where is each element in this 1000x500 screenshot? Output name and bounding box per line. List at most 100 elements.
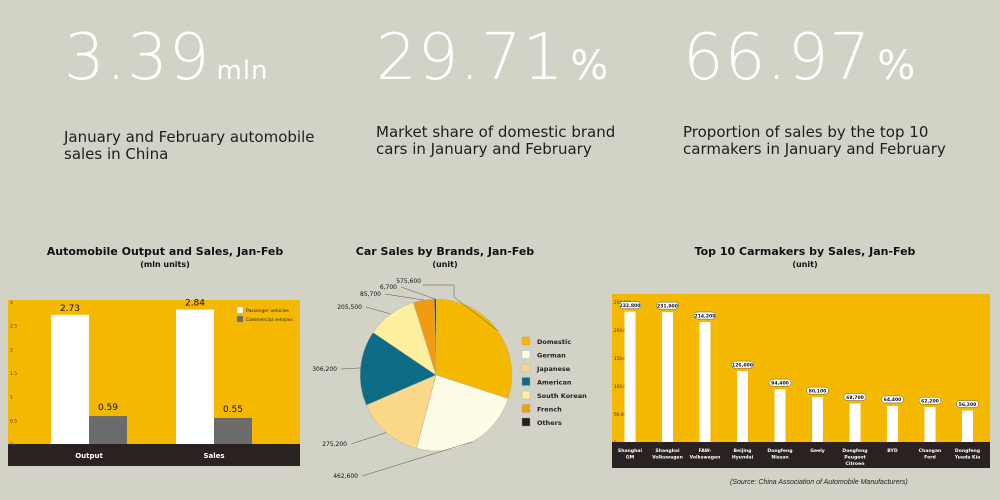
source-note: (Source: China Association of Automobile… (730, 479, 908, 486)
chart3-data-label: 94,400 (771, 380, 789, 386)
chart3-data-label-pill (618, 301, 642, 309)
chart2-leader-line (350, 432, 387, 445)
chart2-legend-swatch (521, 417, 531, 427)
chart2-slice-label: 575,600 (396, 278, 421, 285)
chart2-title-text: Car Sales by Brands, Jan-Feb (355, 245, 535, 258)
chart3-data-label: 56,200 (959, 402, 977, 408)
chart3-bar (887, 405, 898, 442)
chart3-category-label: FAW- (699, 448, 712, 454)
chart1-ytick-label: 1.5 (10, 371, 17, 377)
chart3-ytick-label: 50,000 (614, 412, 629, 417)
chart2-legend-label: South Korean (537, 392, 587, 400)
chart3-data-label: 231,900 (657, 303, 678, 309)
chart3-data-label-pill (731, 360, 754, 369)
chart1-legend-swatch (236, 315, 244, 323)
chart3-ytick-label: 200,000 (614, 328, 632, 333)
stat-top10-share-unit: % (877, 43, 917, 89)
chart3-data-label-pill (918, 396, 942, 405)
chart3-category-label: Volkswagen (690, 455, 721, 461)
chart1-ytick-label: 0 (10, 442, 13, 448)
chart3-bar (774, 389, 786, 442)
chart1-ytick-label: 0.5 (10, 418, 17, 424)
chart1-title-text: Automobile Output and Sales, Jan-Feb (46, 245, 284, 258)
chart2-subtitle: (unit) (432, 260, 458, 269)
chart3-category-label: Shanghai (618, 448, 643, 454)
chart1-axis-band (8, 444, 300, 466)
stat-domestic-share-desc: Market share of domestic brand cars in J… (376, 123, 616, 158)
chart3-title: Top 10 Carmakers by Sales, Jan-Feb (unit… (660, 245, 950, 271)
stat-domestic-share-unit: % (570, 43, 610, 89)
chart3-bar (924, 407, 936, 442)
chart2-leader-line (340, 367, 361, 370)
chart3-category-label: Geely (810, 448, 825, 454)
stat-domestic-share: 29.71% Market share of domestic brand ca… (376, 22, 646, 158)
chart1-legend-label: Passenger vehicles (246, 308, 290, 314)
chart2-leader-line (384, 293, 424, 301)
chart3-data-label: 62,200 (921, 398, 939, 404)
chart3-data-label-pill (693, 311, 717, 320)
chart2-legend-label: Domestic (537, 338, 571, 346)
chart3-data-label-pill (956, 400, 979, 408)
chart2-slice-label: 6,700 (380, 284, 397, 291)
chart3-data-label: 68,700 (846, 395, 864, 401)
chart2-title: Car Sales by Brands, Jan-Feb (unit) (330, 245, 560, 271)
chart3-bar (737, 371, 748, 442)
chart1-category-label: Sales (203, 452, 224, 460)
chart2-legend-swatch (521, 390, 531, 400)
stat-top10-share-desc: Proportion of sales by the top 10 carmak… (683, 123, 946, 158)
chart3-category-label: Peugeot (844, 455, 866, 461)
chart2-legend-swatch (521, 377, 531, 386)
chart3-category-label: Shanghai (655, 448, 680, 454)
chart3-subtitle: (unit) (792, 260, 818, 269)
chart3-category-label: Volkswagen (652, 455, 683, 461)
chart1-bar (51, 314, 89, 444)
chart1-ytick-label: 1 (10, 395, 13, 401)
chart2-legend-label: German (537, 352, 566, 360)
chart1-ytick-label: 3 (10, 300, 13, 306)
chart3-bar (962, 410, 973, 442)
chart2-legend-swatch (521, 350, 531, 359)
chart3-data-label-pill (806, 386, 829, 395)
chart3-category-label: Changan (919, 448, 942, 454)
chart1-data-label: 2.84 (185, 299, 205, 309)
chart1-data-label: 0.59 (98, 403, 118, 413)
chart2-slice-label: 306,200 (312, 366, 337, 373)
chart3-category-label: Dongfeng (842, 448, 867, 454)
chart3-title-text: Top 10 Carmakers by Sales, Jan-Feb (694, 245, 916, 258)
chart3-ytick-label: 0 (614, 440, 617, 445)
chart2-leader-line (361, 441, 473, 477)
chart1-bar (214, 417, 252, 444)
chart2-slice-label: 275,200 (322, 441, 347, 448)
stat-top10-share-value: 66.97 (683, 21, 872, 95)
chart1-bar (176, 309, 214, 444)
chart3-data-label-pill (843, 393, 867, 401)
chart3-data-label: 64,400 (884, 397, 902, 403)
chart3-category-label: Hyundai (732, 455, 754, 461)
chart3-category-label: GM (626, 455, 635, 461)
chart3-category-label: Dongfeng (767, 448, 792, 454)
chart3-bar (849, 403, 861, 442)
chart3-data-label-pill (656, 301, 679, 310)
chart2-pie-slice (359, 332, 437, 406)
stat-domestic-share-value: 29.71 (376, 21, 565, 95)
chart3-category-label: BYD (887, 448, 898, 454)
chart3-bar (699, 322, 711, 442)
stat-total-sales: 3.39 mln January and February automobile … (64, 22, 334, 163)
stat-total-sales-unit: mln (216, 56, 269, 86)
chart1-category-label: Output (75, 452, 103, 460)
chart3-data-label-pill (768, 378, 792, 387)
chart3-category-label: Beijing (734, 448, 752, 454)
chart2-slice-label: 462,600 (333, 473, 358, 480)
chart3-axis-band (612, 442, 990, 468)
chart3-data-label: 126,600 (732, 362, 753, 368)
chart3-category-label: Ford (924, 455, 936, 461)
chart2-legend-swatch (521, 363, 531, 373)
chart2-slice-label: 205,500 (337, 304, 362, 311)
chart3-category-label: Citroen (846, 461, 865, 467)
chart2-slice-label: 85,700 (360, 291, 381, 298)
chart1-data-label: 0.55 (223, 405, 243, 415)
chart2-leader-line (423, 284, 498, 331)
chart3-data-label: 214,200 (695, 313, 716, 319)
chart2-legend-label: American (537, 379, 572, 387)
